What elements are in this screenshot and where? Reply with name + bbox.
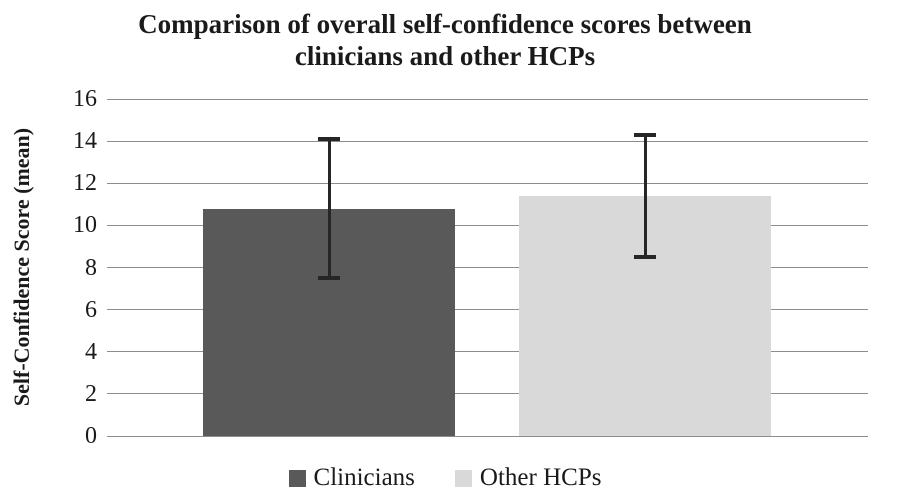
legend-label-other-hcps: Other HCPs: [479, 464, 602, 491]
gridline: [107, 224, 868, 226]
gridline: [107, 393, 868, 395]
gridline: [107, 98, 868, 100]
chart-title-line-1: Comparison of overall self-confidence sc…: [138, 9, 752, 39]
legend: Clinicians Other HCPs: [0, 464, 890, 492]
chart-title-line-2: clinicians and other HCPs: [294, 41, 596, 71]
y-tick-label: 4: [85, 338, 97, 365]
gridline: [107, 140, 868, 142]
y-tick-label: 8: [85, 254, 97, 281]
error-bar-cap: [318, 276, 340, 281]
gridline: [107, 267, 868, 268]
y-tick-label: 6: [85, 296, 97, 323]
error-bar-line: [643, 134, 647, 257]
chart-title: Comparison of overall self-confidence sc…: [0, 8, 890, 72]
y-tick-label: 14: [73, 128, 97, 155]
legend-item-clinicians: Clinicians: [288, 464, 415, 492]
error-bar-cap: [634, 254, 656, 259]
y-tick-label: 16: [73, 86, 97, 112]
error-bar-cap: [318, 137, 340, 142]
legend-label-clinicians: Clinicians: [313, 464, 415, 491]
gridline: [107, 435, 868, 437]
gridline: [107, 351, 868, 353]
legend-swatch-clinicians: [288, 469, 306, 487]
gridline: [107, 182, 868, 184]
y-tick-label: 10: [73, 212, 97, 239]
legend-item-other-hcps: Other HCPs: [454, 464, 602, 492]
y-tick-label: 0: [85, 423, 97, 449]
error-bar-cap: [634, 132, 656, 137]
legend-swatch-other-hcps: [454, 469, 472, 487]
y-tick-label: 2: [85, 380, 97, 407]
error-bar-line: [327, 139, 331, 279]
y-axis-title: Self-Confidence Score (mean): [9, 127, 34, 407]
y-tick-label: 12: [73, 170, 97, 197]
gridline: [107, 309, 868, 311]
